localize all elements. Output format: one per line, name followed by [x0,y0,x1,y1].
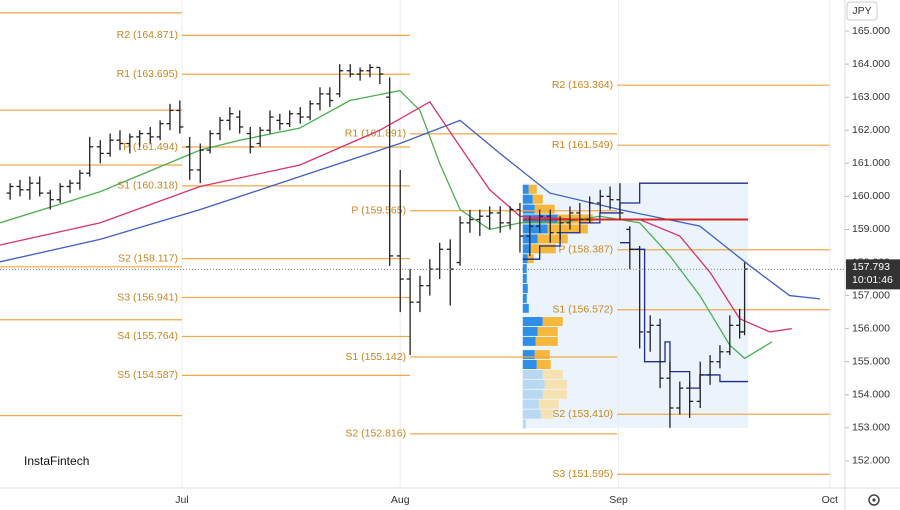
y-tick-label: 163.000 [852,91,890,103]
profile-sell [542,369,563,379]
profile-buy [522,184,529,194]
profile-sell [537,234,568,244]
plot-area: R2 (164.871) R1 (163.695) P (161.494) S1 (1… [0,0,845,488]
currency: JPY [852,5,871,17]
pivot-label: S4 (155.764) [117,330,178,342]
pivot-label: S1 (155.142) [345,351,406,363]
pivot-label: S5 (154.587) [117,369,178,381]
profile-buy [522,360,537,370]
currency-box[interactable] [846,1,878,21]
x-tick-label: Sep [609,494,628,506]
settings-icon[interactable] [868,494,880,506]
logo: InstaFintech [24,454,89,468]
profile-buy [522,264,527,274]
x-tick-label: Jul [175,494,188,506]
logo-box [0,440,94,480]
countdown: 10:01:46 [852,274,893,286]
pivot-label: S1 (160.318) [117,180,178,192]
y-tick-label: 155.000 [852,355,890,367]
profile-sell [528,184,537,194]
y-tick-label: 152.000 [852,455,890,467]
profile-buy [522,399,539,409]
pivot-label: R1 (161.549) [552,139,613,151]
y-tick-label: 164.000 [852,58,890,70]
profile-buy [522,389,543,399]
profile-sell [535,336,558,346]
pivot-label: S1 (156.572) [552,304,613,316]
profile-buy [522,204,535,214]
pivot-label: P (159.565) [351,205,406,217]
x-tick-label: Oct [822,494,838,506]
profile-sell [534,350,550,360]
pivot-label: R2 (164.871) [117,29,178,41]
y-tick-label: 160.000 [852,190,890,202]
y-tick-label: 159.000 [852,223,890,235]
y-tick-label: 153.000 [852,422,890,434]
y-tick-label: 154.000 [852,389,890,401]
profile-buy [522,419,526,429]
pivot-label: R2 (163.364) [552,79,613,91]
y-tick-label: 161.000 [852,157,890,169]
x-tick-label: Aug [391,494,410,506]
profile-sell [530,244,556,254]
profile-sell [532,194,543,204]
pivot-label: S3 (151.595) [552,468,613,480]
pivot-label: R1 (161.891) [345,128,406,140]
profile-sell [547,224,588,234]
y-tick-label: 157.000 [852,289,890,301]
pivot-label: S2 (153.410) [552,408,613,420]
profile-sell [534,204,555,214]
pivot-label: P (158.387) [558,244,613,256]
moving-average [0,119,821,300]
y-tick-label: 156.000 [852,322,890,334]
profile-buy [522,369,543,379]
settings-icon [872,498,876,502]
pivot-label: S2 (152.816) [345,428,406,440]
profile-buy [522,317,543,327]
profile-buy [522,350,535,360]
profile-buy [522,379,545,389]
profile-buy [522,274,527,284]
profile-sell [538,399,559,409]
profile-buy [522,224,548,234]
profile-sell [544,379,567,389]
profile-buy [522,336,536,346]
y-tick-label: 165.000 [852,25,890,37]
profile-sell [536,360,551,370]
pivot-label: P (161.494) [123,141,178,153]
profile-buy [522,326,538,336]
profile-buy [522,244,531,254]
profile-sell [542,389,567,399]
profile-buy [522,283,528,293]
profile-sell [537,326,558,336]
pivot-label: S2 (158.117) [118,252,178,264]
last-price: 157.793 [852,261,890,273]
profile-buy [522,194,533,204]
profile-buy [522,303,529,313]
y-tick-label: 162.000 [852,124,890,136]
profile-buy [522,293,527,303]
last-price-box [846,259,900,290]
pivot-label: S3 (156.941) [117,291,178,303]
profile-buy [522,409,541,419]
moving-average [0,100,792,333]
profile-sell [540,409,553,419]
profile-sell [542,317,563,327]
pivot-label: R1 (163.695) [117,68,178,80]
